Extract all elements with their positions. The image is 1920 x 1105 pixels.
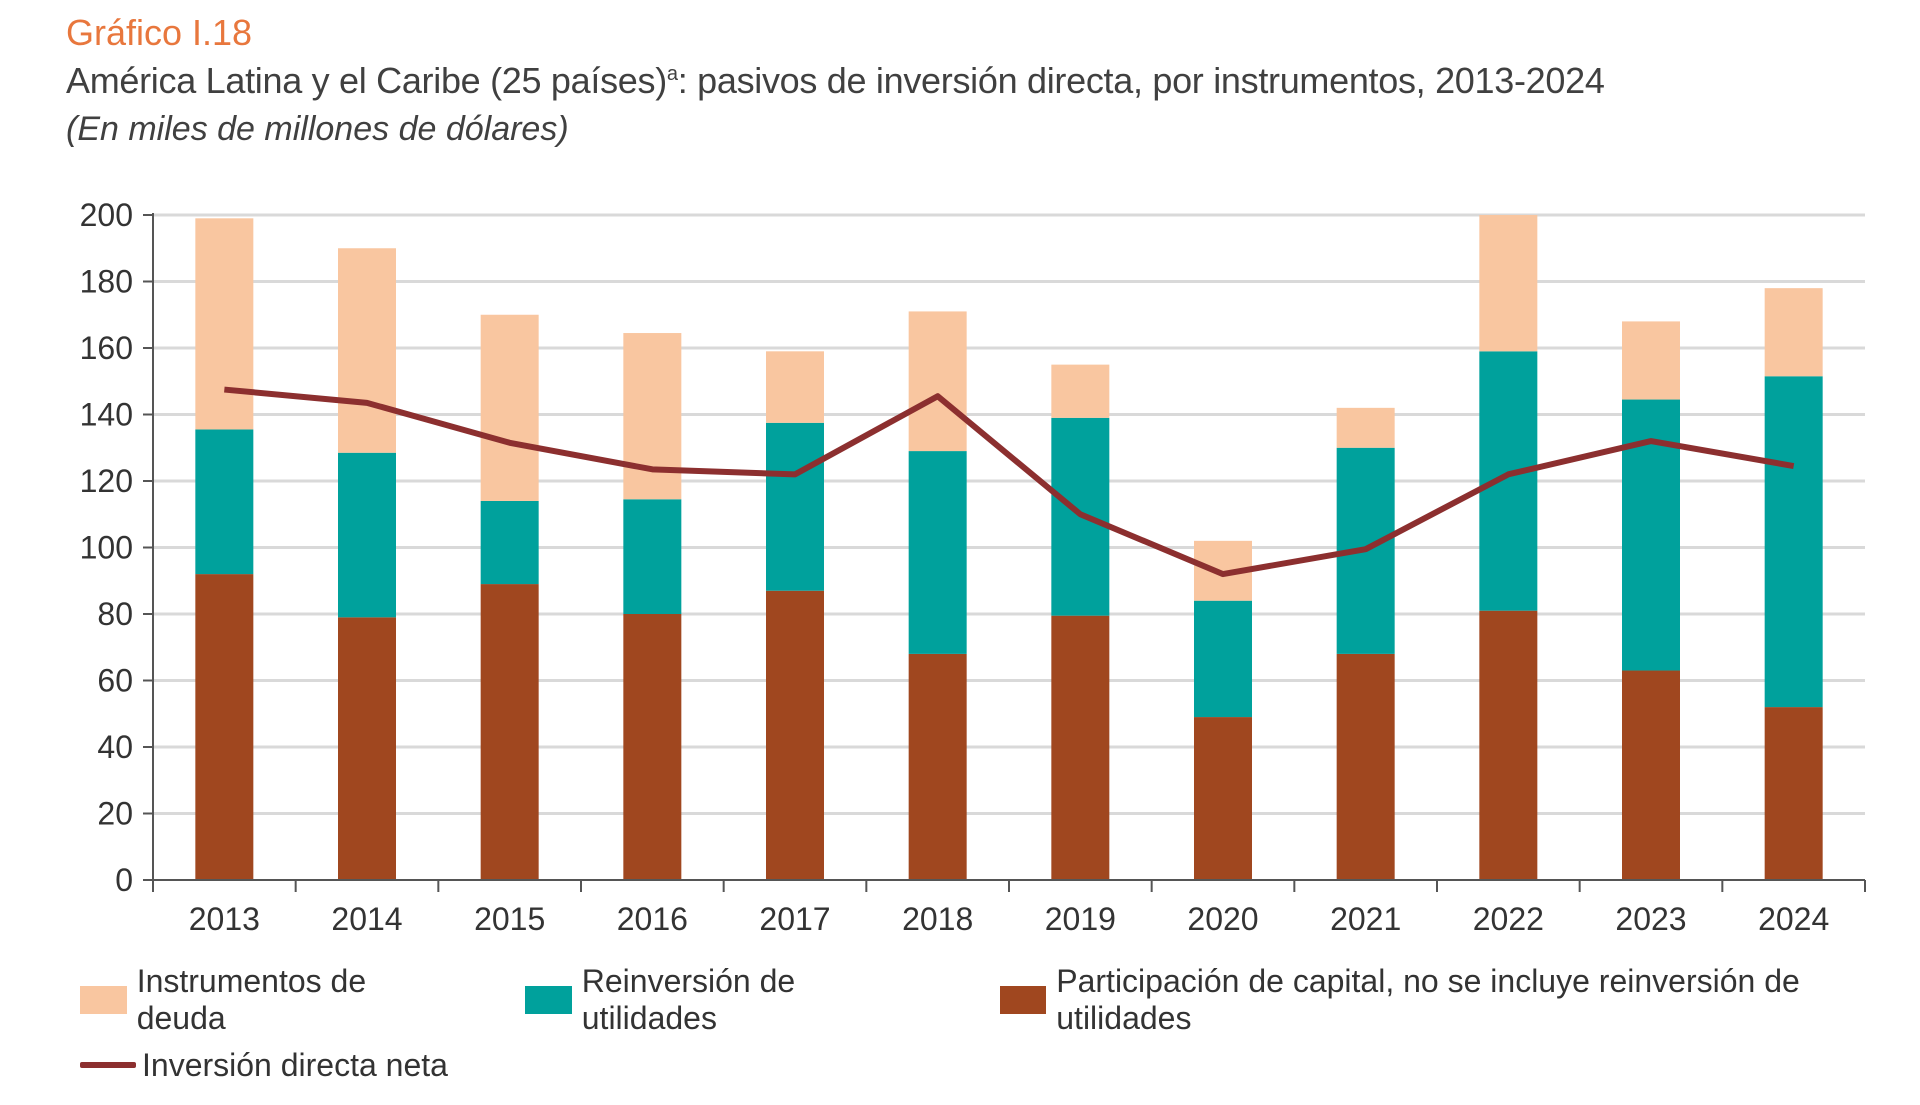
legend-label: Instrumentos de deuda [137, 963, 455, 1037]
bar-deuda [338, 248, 396, 452]
bar-deuda [1622, 321, 1680, 399]
legend-item-capital: Participación de capital, no se incluye … [1000, 963, 1920, 1037]
y-tick-label: 140 [80, 397, 133, 433]
legend-item-neta: Inversión directa neta [80, 1047, 448, 1084]
bar-deuda [909, 311, 967, 451]
bar-capital [1337, 654, 1395, 880]
bar-deuda [1051, 365, 1109, 418]
chart-plot: 0 20 40 60 80 100 120 140 160 180 200 2013 2014 2015 2… [0, 0, 1920, 960]
bar-reinversion [909, 451, 967, 654]
bar-capital [338, 617, 396, 880]
bar-reinversion [623, 499, 681, 614]
legend-item-deuda: Instrumentos de deuda [80, 963, 455, 1037]
bar-capital [766, 591, 824, 880]
x-tick-label: 2024 [1758, 901, 1829, 937]
x-tick-label: 2017 [759, 901, 830, 937]
bar-deuda [623, 333, 681, 499]
y-tick-label: 120 [80, 463, 133, 499]
bar-capital [1051, 616, 1109, 880]
bar-capital [195, 574, 253, 880]
bar-capital [1765, 707, 1823, 880]
legend-row-2: Inversión directa neta [80, 1040, 1920, 1090]
x-tick-label: 2021 [1330, 901, 1401, 937]
y-tick-label: 180 [80, 264, 133, 300]
legend-label: Reinversión de utilidades [582, 963, 930, 1037]
x-tick-label: 2016 [617, 901, 688, 937]
x-tick-label: 2019 [1045, 901, 1116, 937]
bar-reinversion [195, 429, 253, 574]
bar-reinversion [1765, 376, 1823, 707]
bar-capital [481, 584, 539, 880]
x-tick-label: 2018 [902, 901, 973, 937]
legend-swatch-deuda [80, 986, 127, 1014]
legend-item-reinversion: Reinversión de utilidades [525, 963, 929, 1037]
legend-row-1: Instrumentos de deuda Reinversión de uti… [80, 975, 1920, 1025]
bar-deuda [195, 218, 253, 429]
bar-capital [623, 614, 681, 880]
x-tick-label: 2015 [474, 901, 545, 937]
y-tick-label: 40 [97, 729, 133, 765]
x-tick-label: 2023 [1615, 901, 1686, 937]
bar-reinversion [481, 501, 539, 584]
y-tick-label: 200 [80, 197, 133, 233]
legend-swatch-reinversion [525, 986, 572, 1014]
y-tick-label: 80 [97, 596, 133, 632]
bar-deuda [481, 315, 539, 501]
bar-deuda [766, 351, 824, 422]
x-tick-label: 2020 [1187, 901, 1258, 937]
y-tick-label: 20 [97, 796, 133, 832]
y-tick-label: 160 [80, 330, 133, 366]
legend-label: Inversión directa neta [142, 1047, 448, 1084]
y-tick-label: 0 [115, 862, 133, 898]
bar-deuda [1479, 215, 1537, 351]
bar-capital [909, 654, 967, 880]
legend-label: Participación de capital, no se incluye … [1056, 963, 1920, 1037]
x-tick-label: 2022 [1473, 901, 1544, 937]
x-tick-label: 2013 [189, 901, 260, 937]
bar-reinversion [338, 453, 396, 618]
axes [143, 213, 1865, 892]
legend-swatch-capital [1000, 986, 1047, 1014]
x-tick-label: 2014 [331, 901, 402, 937]
bar-reinversion [1479, 351, 1537, 610]
bar-capital [1194, 717, 1252, 880]
bar-reinversion [766, 423, 824, 591]
bar-reinversion [1194, 601, 1252, 717]
y-tick-label: 60 [97, 663, 133, 699]
gridlines [153, 215, 1865, 814]
bar-capital [1479, 611, 1537, 880]
legend-swatch-neta [80, 1062, 136, 1068]
bar-deuda [1765, 288, 1823, 376]
bar-deuda [1337, 408, 1395, 448]
bar-capital [1622, 671, 1680, 880]
y-tick-label: 100 [80, 530, 133, 566]
legend: Instrumentos de deuda Reinversión de uti… [80, 975, 1920, 1105]
